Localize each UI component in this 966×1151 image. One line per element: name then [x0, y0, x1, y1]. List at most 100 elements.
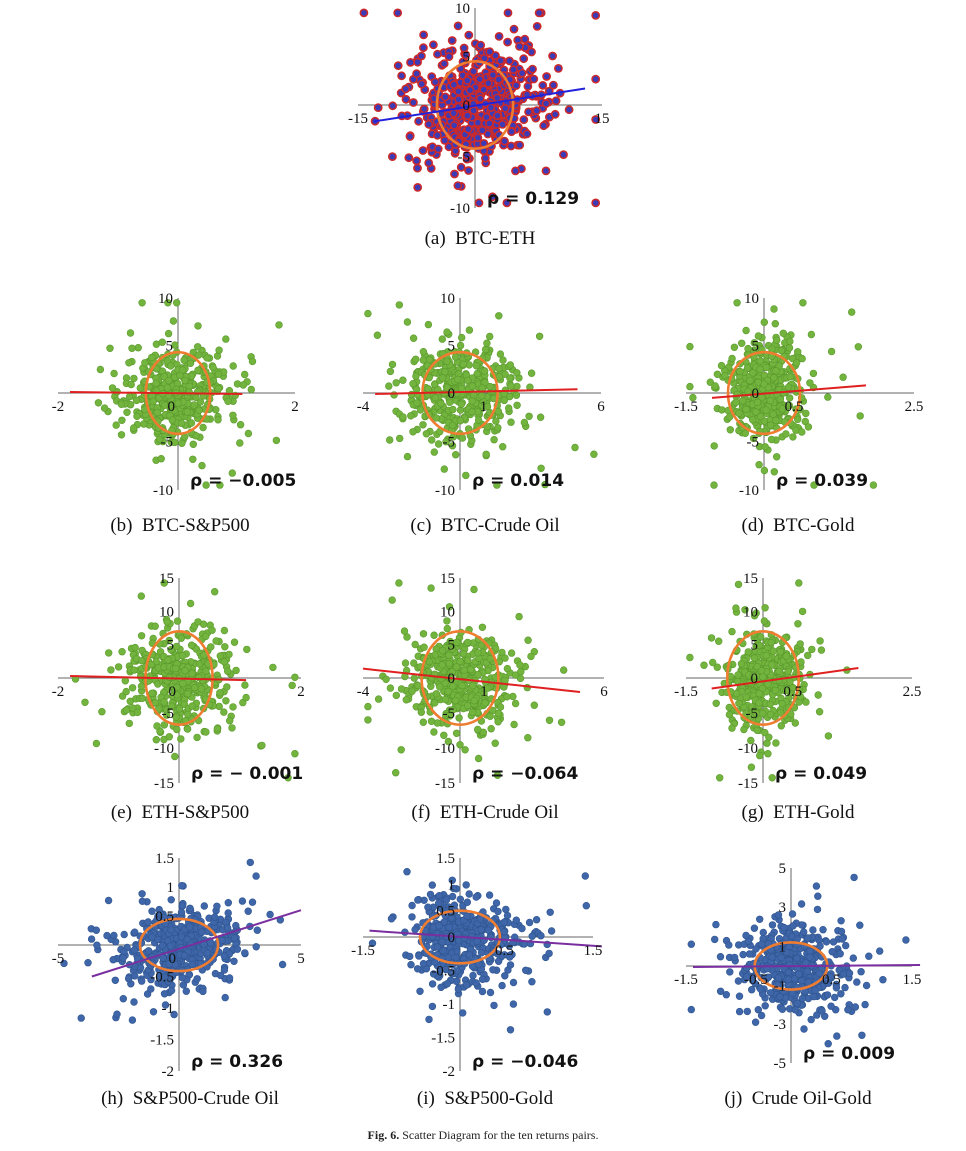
scatter-point	[247, 385, 256, 394]
scatter-point	[492, 93, 502, 103]
scatter-point	[772, 416, 780, 425]
scatter-point	[388, 596, 396, 604]
scatter-point	[591, 74, 601, 84]
scatter-point	[725, 710, 734, 719]
scatter-point	[828, 947, 836, 956]
trend-line	[711, 667, 859, 690]
scatter-point	[180, 356, 188, 364]
scatter-point	[125, 359, 133, 367]
scatter-point	[771, 686, 780, 695]
scatter-point	[405, 132, 415, 141]
x-tick-label: -4	[357, 399, 370, 415]
scatter-point	[232, 921, 240, 930]
scatter-point	[438, 646, 447, 655]
scatter-point	[459, 43, 469, 53]
scatter-point	[220, 626, 229, 635]
scatter-point	[486, 103, 496, 112]
scatter-point	[747, 763, 756, 771]
scatter-point	[839, 373, 847, 381]
scatter-point	[457, 333, 466, 342]
scatter-point	[364, 309, 372, 318]
scatter-point	[777, 953, 785, 962]
scatter-point	[424, 320, 433, 329]
scatter-point	[513, 401, 521, 410]
scatter-point	[456, 416, 465, 425]
scatter-point	[220, 658, 228, 666]
scatter-point	[414, 896, 422, 904]
scatter-point	[477, 392, 486, 400]
scatter-point	[491, 739, 499, 747]
scatter-point	[784, 975, 793, 984]
scatter-point	[751, 1018, 760, 1026]
scatter-point	[789, 433, 797, 441]
scatter-point	[744, 344, 752, 353]
scatter-point	[192, 432, 200, 440]
scatter-point	[166, 362, 175, 370]
scatter-point	[789, 922, 797, 930]
scatter-point	[157, 455, 165, 463]
scatter-point	[164, 329, 173, 338]
scatter-point	[244, 429, 253, 438]
scatter-point	[770, 305, 778, 313]
scatter-point	[798, 607, 807, 616]
scatter-point	[216, 689, 224, 697]
scatter-point	[485, 47, 495, 57]
scatter-point	[395, 579, 403, 587]
scatter-point	[131, 643, 139, 652]
scatter-point	[798, 976, 806, 985]
scatter-point	[740, 725, 748, 734]
rho-label: ρ = 0.049	[775, 764, 867, 784]
scatter-point	[512, 916, 521, 924]
x-tick-label: 2.5	[903, 684, 922, 700]
scatter-point	[532, 915, 541, 924]
scatter-point	[445, 603, 454, 611]
scatter-point	[430, 631, 438, 639]
scatter-point	[478, 987, 487, 996]
scatter-point	[438, 661, 446, 669]
scatter-point	[760, 318, 769, 326]
y-tick-label: -10	[153, 483, 173, 499]
scatter-point	[443, 979, 452, 988]
caption-h: (h) S&P500-Crude Oil	[101, 1088, 279, 1109]
scatter-point	[180, 951, 189, 960]
scatter-point	[198, 928, 206, 936]
scatter-point	[439, 59, 449, 69]
scatter-point	[488, 192, 497, 202]
scatter-point	[499, 356, 507, 364]
scatter-point	[188, 669, 196, 678]
scatter-point	[802, 409, 810, 418]
scatter-point	[560, 666, 568, 674]
scatter-point	[716, 987, 725, 996]
scatter-point	[428, 980, 437, 988]
y-tick-label: -0.5	[431, 964, 455, 980]
scatter-point	[528, 64, 537, 74]
scatter-point	[195, 406, 203, 415]
scatter-point	[208, 626, 216, 634]
scatter-point	[138, 890, 146, 898]
scatter-point	[412, 372, 420, 380]
scatter-point	[505, 404, 513, 412]
scatter-point	[98, 708, 106, 716]
y-tick-label: -15	[154, 776, 174, 792]
y-tick-label: 5	[448, 339, 456, 355]
scatter-point	[747, 736, 755, 745]
scatter-point	[419, 630, 428, 638]
x-tick-label: 0	[169, 951, 177, 967]
scatter-point	[460, 666, 468, 675]
scatter-point	[228, 724, 236, 732]
scatter-point	[160, 579, 168, 587]
scatter-point	[758, 709, 767, 718]
scatter-point	[762, 363, 770, 372]
scatter-point	[117, 431, 126, 439]
y-tick-label: -10	[450, 201, 470, 217]
scatter-point	[222, 335, 230, 343]
scatter-point	[795, 970, 803, 978]
scatter-point	[147, 660, 155, 669]
x-tick-label: 1	[480, 399, 488, 415]
scatter-point	[462, 150, 472, 160]
x-tick-label: 2	[297, 684, 305, 700]
scatter-point	[167, 986, 176, 995]
scatter-point	[819, 925, 827, 934]
